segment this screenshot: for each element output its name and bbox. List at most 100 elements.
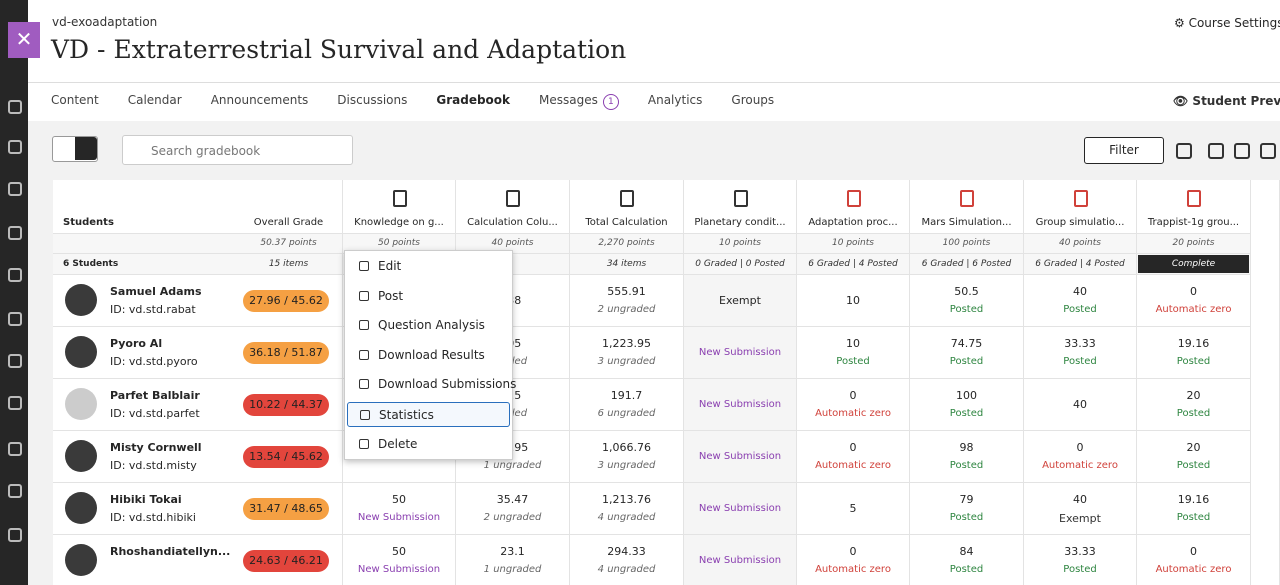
toolbar-icon[interactable] [1176,143,1192,159]
menu-item[interactable]: Question Analysis [347,313,510,338]
grade-cell[interactable]: 23.1 1 ungraded [456,535,570,585]
nav-tab[interactable]: Groups [731,93,775,107]
nav-tab[interactable]: Announcements [210,93,309,107]
grade-cell[interactable]: New Submission [684,379,797,431]
grade-cell[interactable]: 294.33 4 ungraded [570,535,684,585]
sidebar-icon[interactable] [8,140,22,154]
nav-tab[interactable]: Analytics [647,93,703,107]
nav-tab[interactable]: Content [51,93,99,107]
grade-pill[interactable]: 36.18 / 51.87 [243,342,329,364]
grade-cell[interactable]: 98 Posted [910,431,1024,483]
sidebar-icon[interactable] [8,268,22,282]
column-header[interactable]: Group simulatio... [1024,180,1137,234]
toolbar-icon[interactable] [1208,143,1224,159]
grade-cell[interactable]: 100 Posted [910,379,1024,431]
grade-cell[interactable]: 84 Posted [910,535,1024,585]
sidebar-icon[interactable] [8,312,22,326]
menu-item[interactable]: Post [347,284,510,309]
nav-tab[interactable]: Discussions [337,93,408,107]
grade-cell[interactable]: 74.75 Posted [910,327,1024,379]
grade-cell[interactable]: New Submission [684,431,797,483]
grade-cell[interactable]: 5 [797,483,910,535]
sidebar-icon[interactable] [8,354,22,368]
grade-cell[interactable]: 1,223.95 3 ungraded [570,327,684,379]
student-name[interactable]: Rhoshandiatellyn... [110,545,231,558]
column-header[interactable]: Planetary condit... [684,180,797,234]
grade-cell[interactable]: 0 Automatic zero [797,431,910,483]
grade-cell[interactable]: New Submission [684,483,797,535]
grade-pill[interactable]: 24.63 / 46.21 [243,550,329,572]
column-header[interactable]: Adaptation proc... [797,180,910,234]
student-preview[interactable]: 👁 Student Preview [1173,94,1280,108]
grade-cell[interactable]: 79 Posted [910,483,1024,535]
grade-cell[interactable]: 0 Automatic zero [1137,275,1251,327]
menu-item[interactable]: Delete [347,432,510,457]
grade-cell[interactable]: 0 Automatic zero [1024,431,1137,483]
student-name[interactable]: Pyoro Al [110,337,163,350]
student-name[interactable]: Samuel Adams [110,285,202,298]
grade-status: Posted [1176,460,1211,471]
grade-cell[interactable]: 1,213.76 4 ungraded [570,483,684,535]
grade-cell[interactable]: 19.16 Posted [1137,483,1251,535]
grade-cell[interactable]: 10 Posted [797,327,910,379]
course-settings[interactable]: ⚙ Course Settings [1174,16,1280,30]
grade-cell[interactable]: 50.5 Posted [910,275,1024,327]
column-header[interactable]: Trappist-1g grou... [1137,180,1251,234]
grade-cell[interactable]: 40 Exempt [1024,483,1137,535]
column-header[interactable]: Students [53,180,235,234]
grade-pill[interactable]: 27.96 / 45.62 [243,290,329,312]
search-box[interactable]: Search gradebook [122,135,353,165]
grade-cell[interactable]: 33.33 Posted [1024,327,1137,379]
menu-item[interactable]: Download Results [347,343,510,368]
student-name[interactable]: Misty Cornwell [110,441,202,454]
grade-cell[interactable]: 20 Posted [1137,431,1251,483]
grade-cell[interactable]: 50 New Submission [343,483,456,535]
nav-tab[interactable]: Calendar [127,93,182,107]
grade-cell[interactable]: 33.33 Posted [1024,535,1137,585]
nav-tab[interactable]: Messages 1 [539,93,619,110]
sidebar-icon[interactable] [8,226,22,240]
column-header[interactable]: Overall Grade [235,180,343,234]
menu-item[interactable]: Statistics [347,402,510,427]
grade-pill[interactable]: 13.54 / 45.62 [243,446,329,468]
column-header[interactable]: Mars Simulation... [910,180,1024,234]
grade-cell[interactable]: 35.47 2 ungraded [456,483,570,535]
toolbar-icon[interactable] [1234,143,1250,159]
student-name[interactable]: Hibiki Tokai [110,493,182,506]
grade-cell[interactable]: 19.16 Posted [1137,327,1251,379]
student-name[interactable]: Parfet Balblair [110,389,200,402]
sidebar-icon[interactable] [8,528,22,542]
sidebar-icon[interactable] [8,396,22,410]
grade-pill[interactable]: 31.47 / 48.65 [243,498,329,520]
grade-cell[interactable]: 1,066.76 3 ungraded [570,431,684,483]
grade-cell[interactable]: 40 Posted [1024,275,1137,327]
grade-cell[interactable]: 40 [1024,379,1137,431]
close-button[interactable]: ✕ [8,22,40,58]
grade-cell[interactable]: New Submission [684,327,797,379]
grade-cell[interactable]: New Submission [684,535,797,585]
grade-cell[interactable]: 20 Posted [1137,379,1251,431]
grade-cell[interactable]: 0 Automatic zero [1137,535,1251,585]
grade-cell[interactable]: 10 [797,275,910,327]
nav-tab[interactable]: Gradebook [427,93,510,133]
grade-cell[interactable]: Exempt [684,275,797,327]
sidebar-icon[interactable] [8,182,22,196]
sidebar-icon[interactable] [8,484,22,498]
grade-pill[interactable]: 10.22 / 44.37 [243,394,329,416]
grade-cell[interactable]: 191.7 6 ungraded [570,379,684,431]
menu-item[interactable]: Download Submissions [347,372,516,397]
grade-cell[interactable]: 50 New Submission [343,535,456,585]
grid-view[interactable] [75,137,97,160]
grade-cell[interactable]: 0 Automatic zero [797,379,910,431]
column-header[interactable]: Calculation Colu... [456,180,570,234]
menu-item[interactable]: Edit [347,254,510,279]
grade-cell[interactable]: 555.91 2 ungraded [570,275,684,327]
filter-button[interactable]: Filter [1084,137,1164,164]
sidebar-icon[interactable] [8,442,22,456]
column-header[interactable]: Total Calculation [570,180,684,234]
sidebar-icon[interactable] [8,100,22,114]
column-header[interactable]: Knowledge on g... [343,180,456,234]
grade-cell[interactable]: 0 Automatic zero [797,535,910,585]
toolbar-icon[interactable] [1260,143,1276,159]
points-cell: 50.37 points [235,234,343,254]
